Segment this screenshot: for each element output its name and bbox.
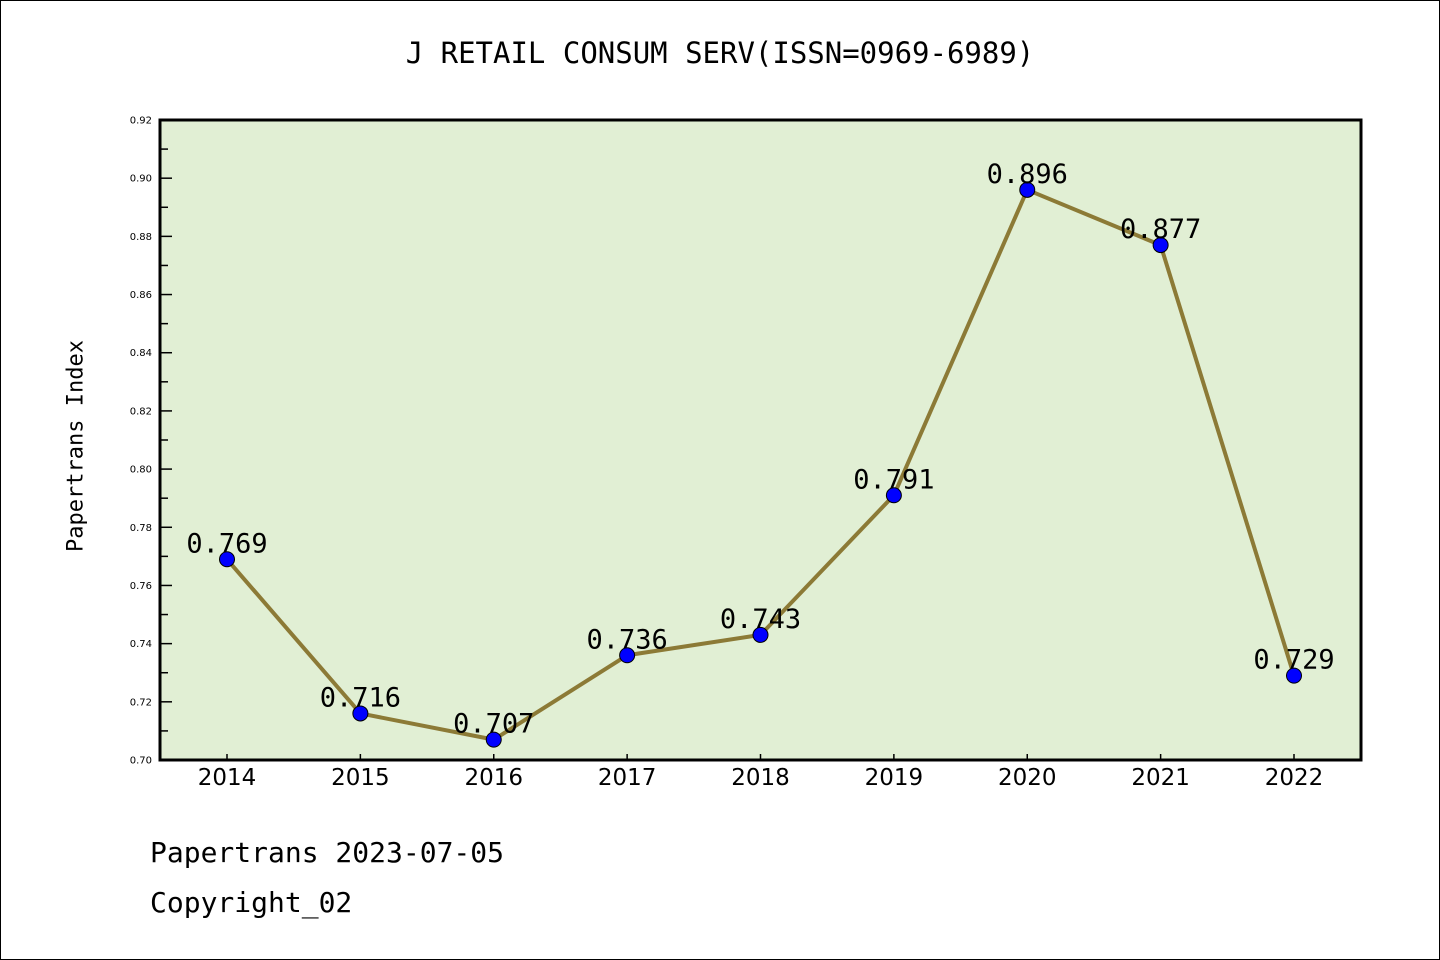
data-point <box>485 731 502 748</box>
x-tick-label: 2021 <box>1131 765 1190 791</box>
data-label: 0.769 <box>186 528 267 559</box>
data-label: 0.729 <box>1253 645 1334 676</box>
data-label: 0.743 <box>720 604 801 635</box>
data-point <box>1152 237 1169 254</box>
y-tick-label: 0.86 <box>130 290 152 301</box>
y-tick-label: 0.92 <box>130 116 152 127</box>
plot-border <box>158 118 1363 762</box>
plot-background <box>160 120 1361 760</box>
data-label: 0.896 <box>987 159 1068 190</box>
y-tick-label: 0.90 <box>130 174 152 185</box>
footer-copyright: Copyright_02 <box>150 886 353 919</box>
y-tick-label: 0.84 <box>130 348 152 359</box>
data-point <box>619 647 636 664</box>
data-point <box>219 551 235 568</box>
data-point <box>1286 667 1302 684</box>
y-tick-label: 0.80 <box>130 465 152 476</box>
data-label: 0.707 <box>453 709 534 740</box>
x-tick-label: 2017 <box>598 765 657 791</box>
x-tick-label: 2018 <box>731 765 790 791</box>
y-tick-label: 0.70 <box>130 756 152 767</box>
footer-date: Papertrans 2023-07-05 <box>150 836 505 869</box>
y-tick-label: 0.74 <box>130 639 152 650</box>
data-point <box>885 487 902 504</box>
data-label: 0.877 <box>1120 214 1201 245</box>
x-tick-label: 2019 <box>865 765 924 791</box>
y-tick-label: 0.76 <box>130 581 152 592</box>
x-tick-label: 2022 <box>1265 765 1324 791</box>
data-label: 0.736 <box>586 624 667 655</box>
x-tick-label: 2016 <box>464 765 523 791</box>
x-tick-label: 2015 <box>331 765 390 791</box>
data-label: 0.716 <box>320 682 401 713</box>
chart-title: J RETAIL CONSUM SERV(ISSN=0969-6989) <box>405 36 1035 70</box>
y-tick-label: 0.78 <box>130 523 152 534</box>
y-tick-label: 0.82 <box>130 406 152 417</box>
y-tick-label: 0.72 <box>130 697 152 708</box>
data-point <box>752 626 769 643</box>
x-tick-label: 2014 <box>198 765 257 791</box>
data-point <box>1019 181 1036 198</box>
data-label: 0.791 <box>853 464 934 495</box>
x-tick-label: 2020 <box>998 765 1057 791</box>
data-point <box>352 705 369 722</box>
y-tick-label: 0.88 <box>130 232 152 243</box>
